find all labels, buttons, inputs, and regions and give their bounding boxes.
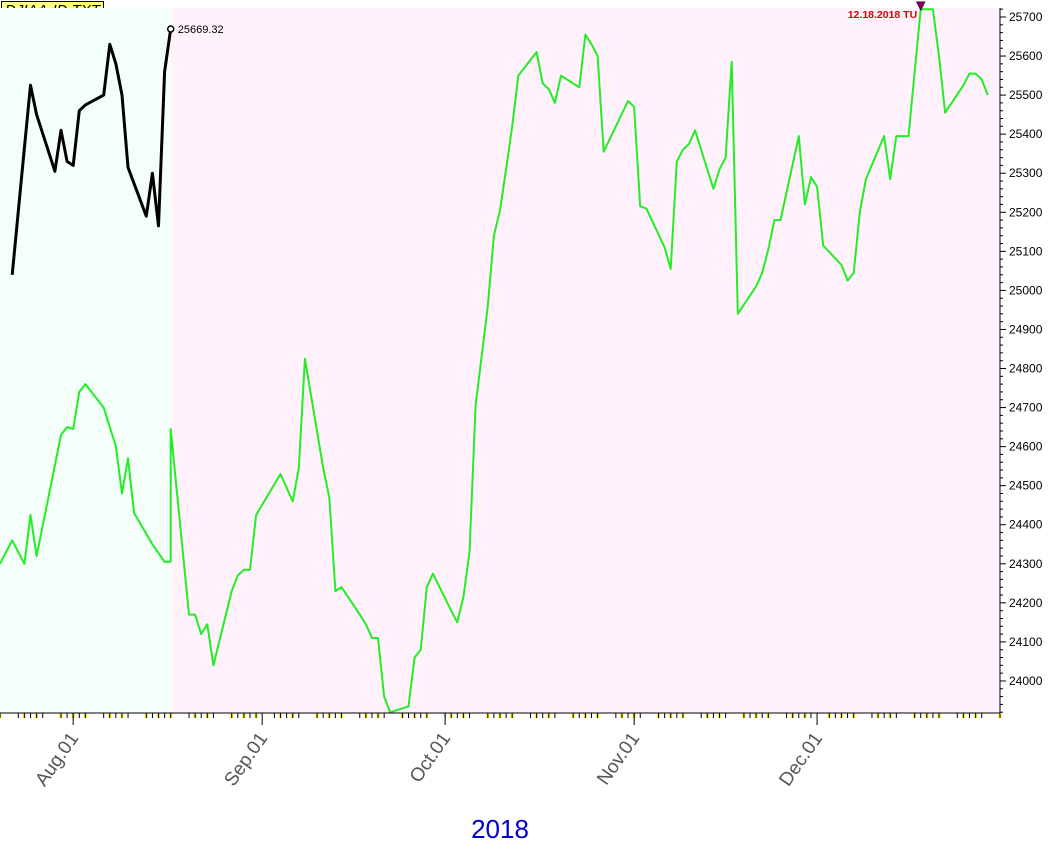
y-tick-label: 24100 [1009, 635, 1043, 649]
background-regions [0, 8, 1001, 713]
background-region-2 [170, 8, 1001, 713]
x-axis-year-label: 2018 [471, 814, 529, 844]
x-tick-label: Aug.01 [32, 729, 84, 790]
y-tick-label: 24900 [1009, 322, 1043, 336]
x-tick-label: Oct.01 [406, 729, 455, 787]
y-tick-label: 24200 [1009, 596, 1043, 610]
y-tick-label: 25100 [1009, 244, 1043, 258]
y-tick-label: 24600 [1009, 440, 1043, 454]
series-line-1 [0, 8, 989, 714]
y-tick-label: 24800 [1009, 362, 1043, 376]
y-tick-label: 25300 [1009, 166, 1043, 180]
last-price-marker [166, 25, 175, 33]
x-tick-label: Nov.01 [593, 729, 644, 789]
x-day-marker [0, 714, 2, 718]
x-axis: Aug.01 Sep.01 Oct.01 Nov.01 Dec.01 [0, 712, 1002, 790]
turn-down-arrow-icon [915, 1, 926, 12]
annotations-layer: 25669.32 12.18.2018 TU [166, 1, 926, 36]
y-tick-label: 25600 [1009, 49, 1043, 63]
y-tick-label: 25200 [1009, 205, 1043, 219]
x-tick-label: Dec.01 [775, 729, 827, 790]
y-tick-label: 24500 [1009, 479, 1043, 493]
y-tick-label: 24000 [1009, 674, 1043, 688]
y-tick-label: 25500 [1009, 88, 1043, 102]
last-price-label: 25669.32 [178, 24, 224, 36]
y-tick-label: 25000 [1009, 283, 1043, 297]
y-tick-label: 24400 [1009, 518, 1043, 532]
y-tick-label: 25700 [1009, 10, 1043, 24]
y-axis: 24000 24100 24200 24300 24400 24500 24600 24700… [999, 8, 1043, 713]
y-tick-label: 24300 [1009, 557, 1043, 571]
y-tick-label: 24700 [1009, 401, 1043, 415]
y-tick-label: 25400 [1009, 127, 1043, 141]
turn-date-label: 12.18.2018 TU [848, 9, 917, 21]
background-region-1 [0, 8, 171, 713]
series-layer [0, 8, 989, 714]
series-line-2 [10, 28, 173, 275]
x-tick-label: Sep.01 [221, 729, 273, 790]
